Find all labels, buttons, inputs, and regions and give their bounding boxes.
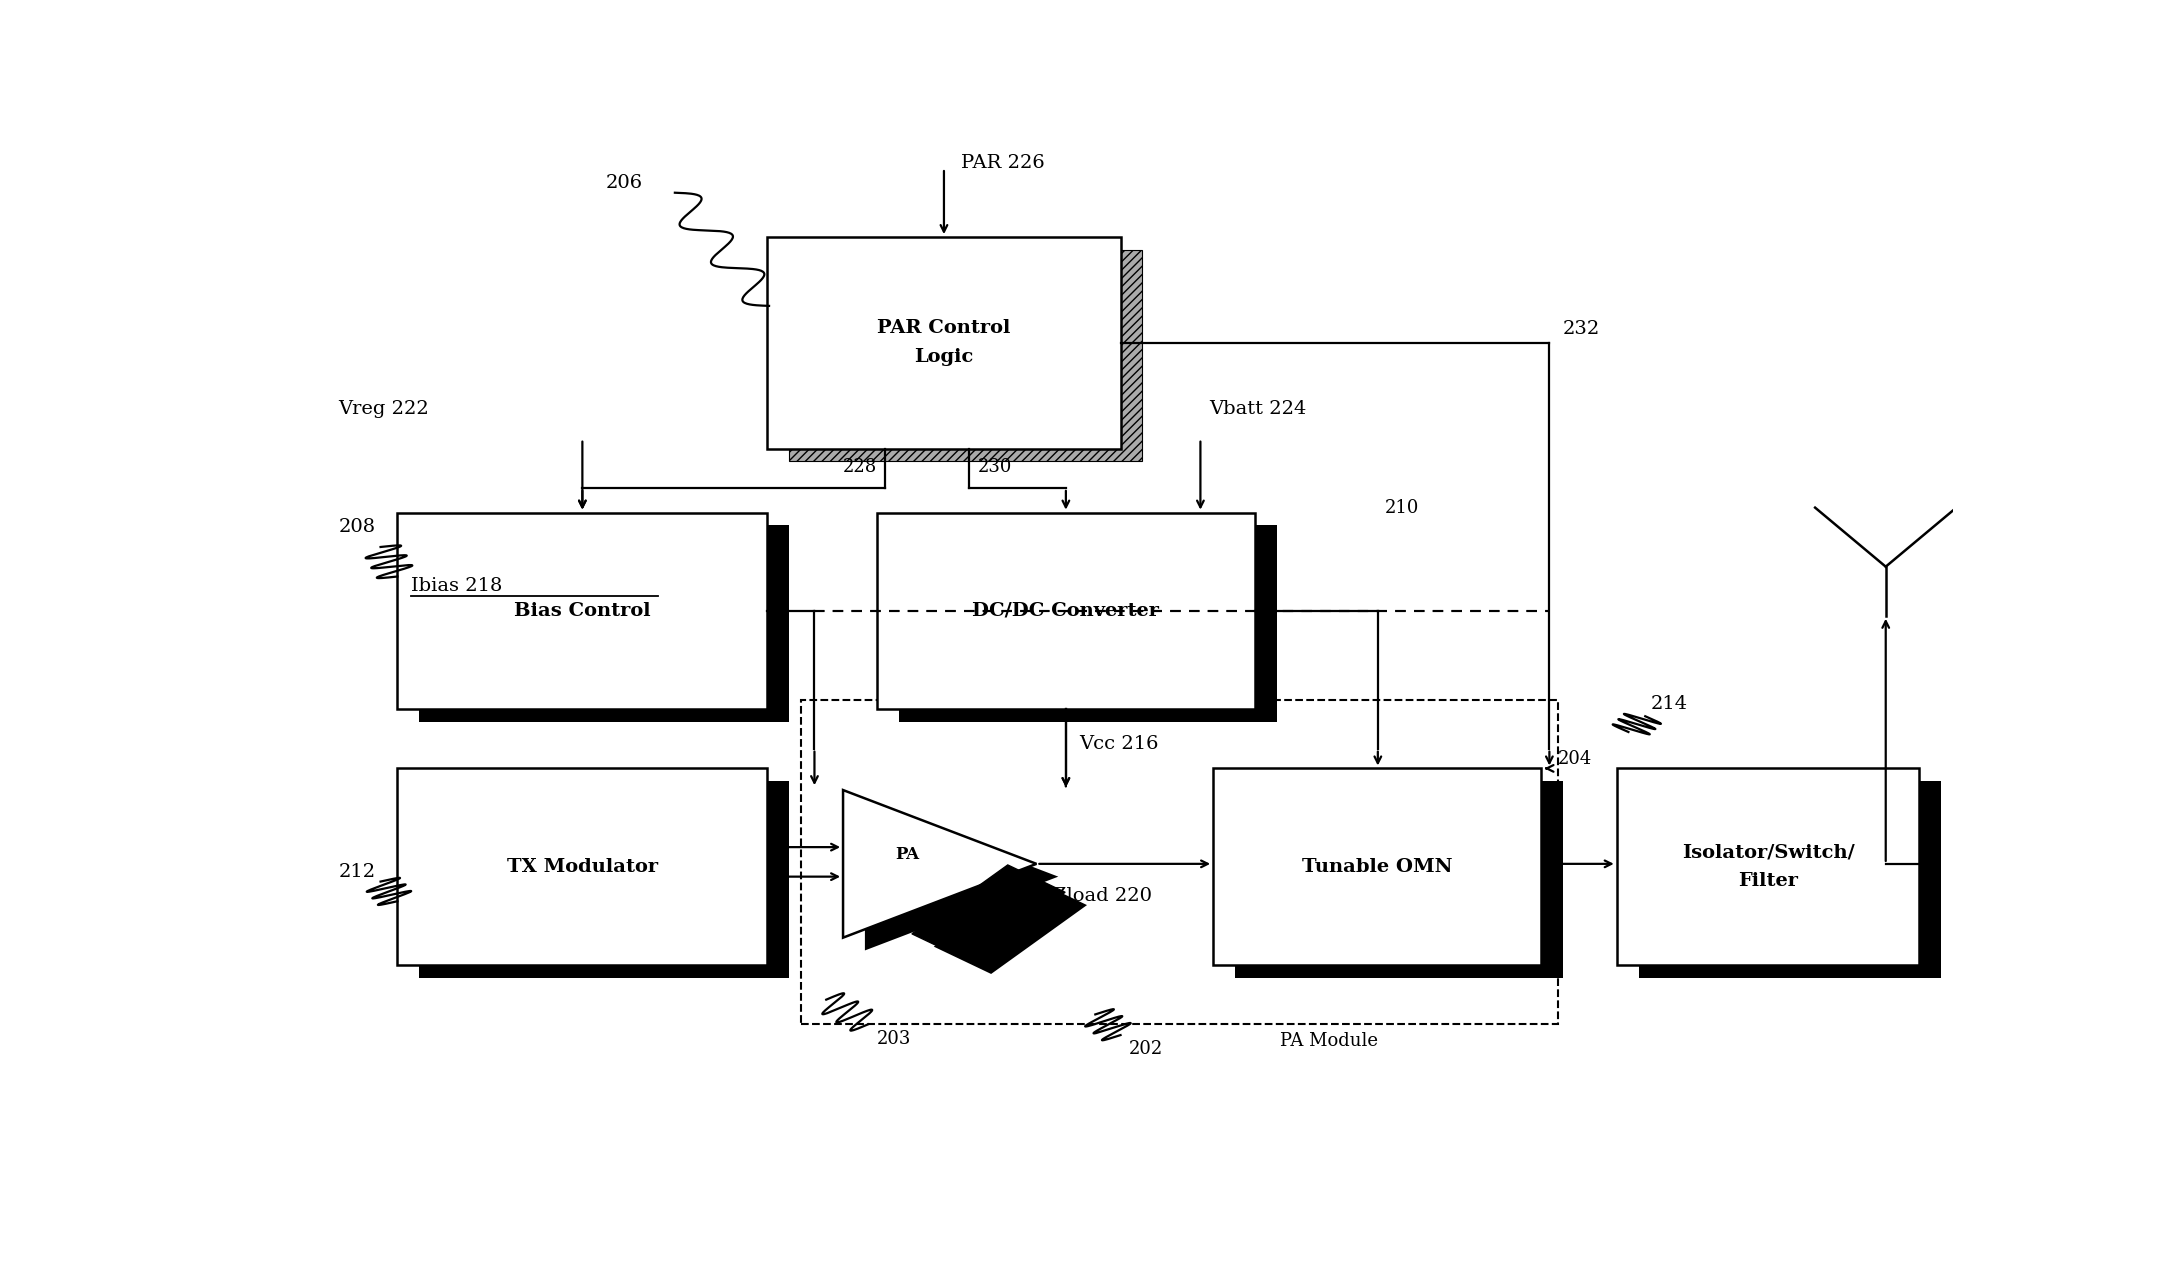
Text: 204: 204	[1558, 750, 1593, 768]
Text: 203: 203	[877, 1030, 911, 1048]
Text: PA: PA	[894, 846, 920, 863]
Bar	[397, 768, 768, 965]
Text: 208: 208	[339, 519, 375, 537]
Text: DC/DC Converter: DC/DC Converter	[972, 602, 1159, 620]
Bar	[801, 699, 1558, 1024]
Text: 228: 228	[842, 458, 877, 477]
Polygon shape	[842, 790, 1037, 938]
Bar	[877, 512, 1254, 709]
Bar	[1235, 781, 1562, 978]
Bar	[1213, 768, 1541, 965]
Polygon shape	[866, 803, 1059, 951]
Text: 230: 230	[976, 458, 1011, 477]
Text: Zload 220: Zload 220	[1052, 887, 1152, 905]
Bar	[790, 249, 1141, 461]
Polygon shape	[911, 865, 1065, 961]
Text: PAR 226: PAR 226	[961, 155, 1044, 173]
Text: Ibias 218: Ibias 218	[410, 578, 501, 596]
Text: 212: 212	[339, 863, 375, 881]
Text: 206: 206	[605, 174, 642, 192]
Text: Vreg 222: Vreg 222	[339, 400, 430, 418]
Bar	[768, 236, 1120, 449]
Text: 232: 232	[1562, 320, 1599, 337]
Bar	[397, 512, 768, 709]
Text: Vcc 216: Vcc 216	[1078, 735, 1159, 753]
Text: 202: 202	[1128, 1040, 1163, 1058]
Text: PAR Control
Logic: PAR Control Logic	[877, 320, 1011, 367]
Bar	[419, 781, 790, 978]
Bar	[898, 525, 1276, 722]
Text: Bias Control: Bias Control	[514, 602, 651, 620]
Text: PA Module: PA Module	[1280, 1031, 1378, 1051]
Bar	[1617, 768, 1918, 965]
Bar	[419, 525, 790, 722]
Text: TX Modulator: TX Modulator	[508, 858, 658, 875]
Bar	[1638, 781, 1942, 978]
Polygon shape	[933, 878, 1087, 974]
Text: Tunable OMN: Tunable OMN	[1302, 858, 1452, 875]
Text: 214: 214	[1649, 695, 1688, 713]
Text: Vbatt 224: Vbatt 224	[1209, 400, 1306, 418]
Text: Isolator/Switch/
Filter: Isolator/Switch/ Filter	[1682, 843, 1855, 891]
Text: 210: 210	[1384, 498, 1419, 516]
